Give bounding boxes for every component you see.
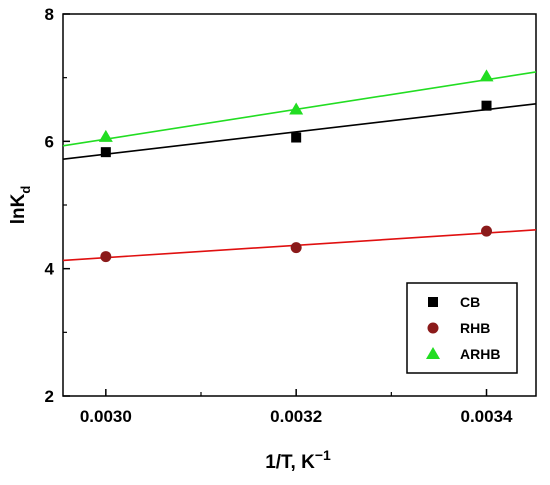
legend-label-arhb: ARHB [460, 346, 500, 362]
data-point-rhb [290, 242, 302, 254]
y-axis-title-subscript: d [18, 186, 33, 194]
legend-box [406, 282, 518, 374]
x-tick-label: 0.0030 [80, 407, 132, 426]
y-tick-label: 4 [45, 260, 55, 279]
legend-marker-arhb [426, 347, 440, 359]
x-tick-label: 0.0034 [461, 407, 514, 426]
x-tick-label: 0.0032 [270, 407, 322, 426]
y-tick-label: 2 [45, 387, 54, 406]
y-tick-label: 8 [45, 5, 54, 24]
axis-ticks: 0.0030 0.0032 0.0034 2 4 6 8 [45, 5, 514, 426]
y-axis-title: lnKd [8, 186, 33, 225]
data-point-arhb [289, 102, 304, 115]
data-point-rhb [481, 225, 493, 237]
x-axis-title: 1/T, K−1 [265, 447, 331, 473]
legend-label-rhb: RHB [460, 320, 490, 336]
fit-line-cb [62, 102, 537, 160]
x-axis-title-superscript: −1 [315, 447, 331, 463]
data-point-arhb [98, 129, 113, 142]
y-tick-label: 6 [45, 132, 54, 151]
data-point-arhb [479, 69, 494, 82]
legend: CB RHB ARHB [406, 282, 518, 374]
data-point-cb [481, 100, 492, 111]
legend-marker-rhb [427, 322, 439, 334]
data-markers [98, 69, 494, 263]
data-point-rhb [100, 251, 112, 263]
legend-marker-cb [428, 297, 438, 307]
fit-lines [62, 71, 537, 262]
data-point-cb [291, 132, 302, 143]
data-point-cb [100, 147, 111, 158]
legend-label-cb: CB [460, 294, 480, 310]
